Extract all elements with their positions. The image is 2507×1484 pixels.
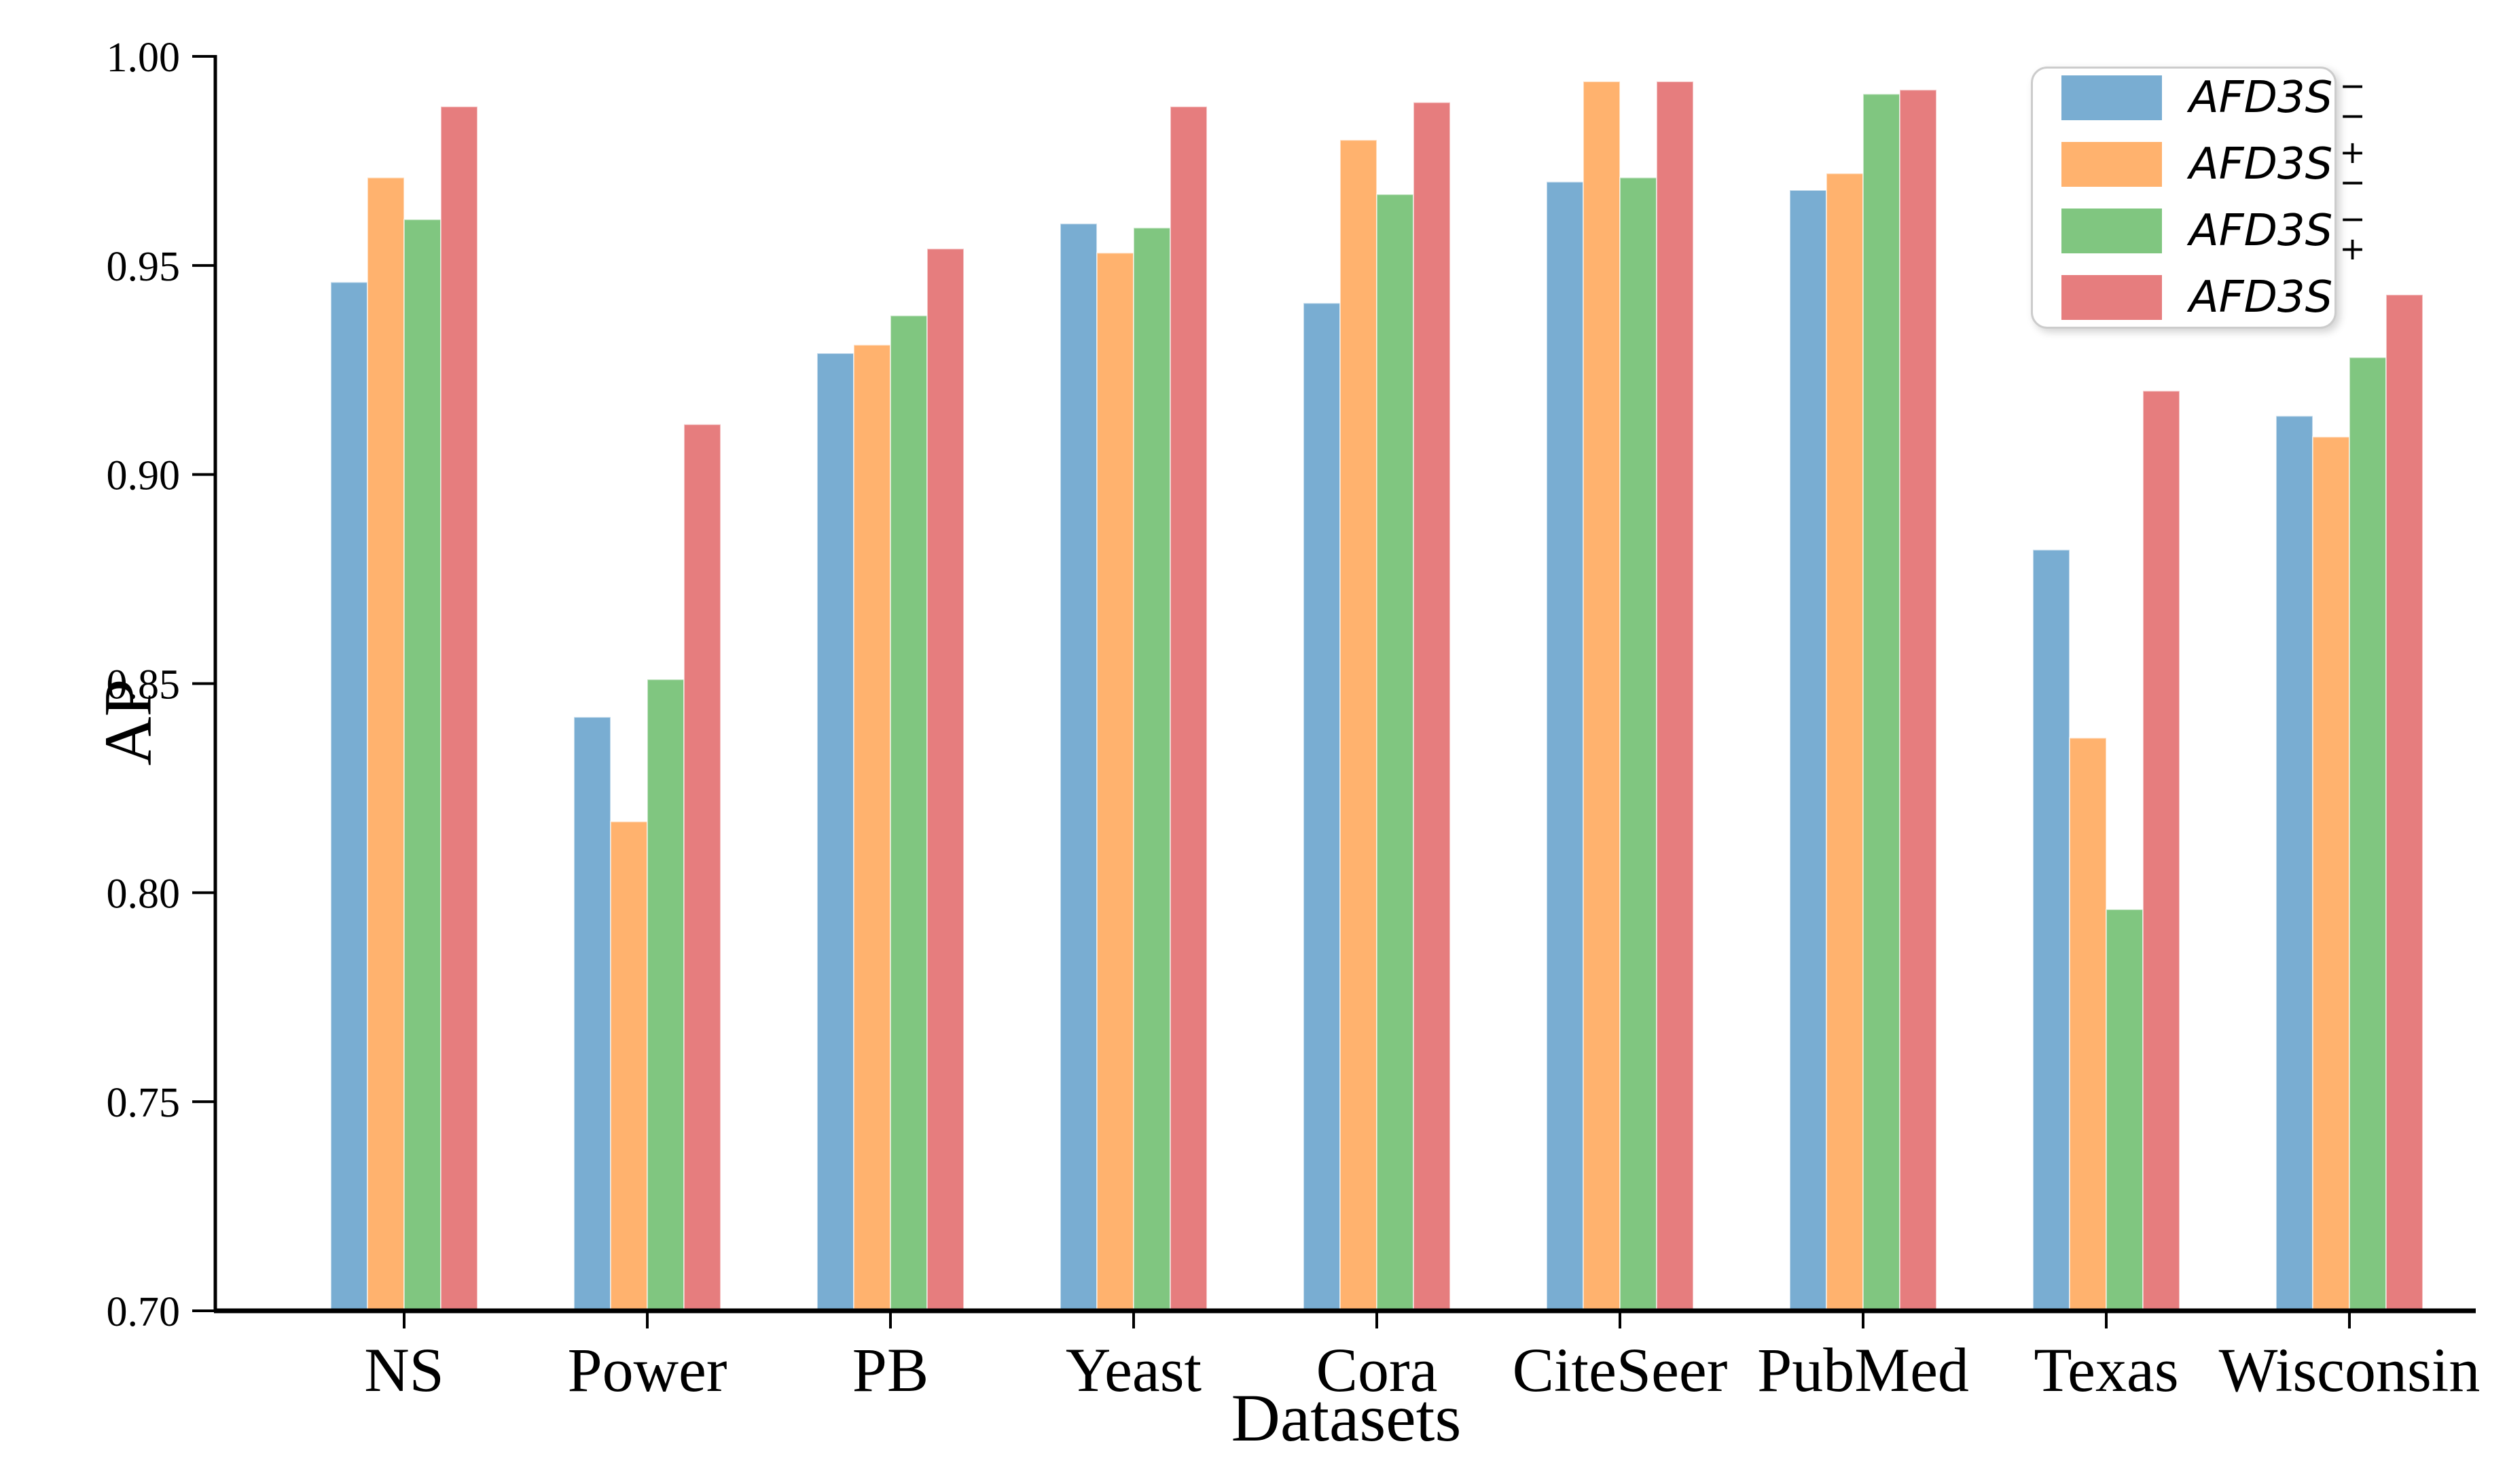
y-tick-label: 0.85	[107, 662, 181, 708]
bar-Yeast-s2	[1133, 227, 1171, 1311]
x-tick-label-Texas: Texas	[2034, 1335, 2178, 1405]
bar-CiteSeer-s3	[1656, 80, 1694, 1312]
legend-row-0: AFD3S − −	[2061, 70, 2366, 131]
bar-CiteSeer-s0	[1546, 181, 1584, 1312]
y-tick-label: 0.75	[107, 1080, 181, 1126]
bar-Texas-s2	[2106, 908, 2144, 1311]
bar-Wisconsin-s1	[2312, 436, 2350, 1311]
bar-PubMed-s2	[1862, 93, 1900, 1311]
bar-Power-s0	[573, 716, 611, 1311]
bar-Texas-s0	[2032, 549, 2070, 1311]
x-tick-label-Yeast: Yeast	[1066, 1335, 1202, 1405]
legend-swatch-icon	[2061, 209, 2162, 253]
bar-Cora-s0	[1303, 302, 1341, 1312]
bar-Power-s2	[647, 678, 685, 1311]
legend-swatch-icon	[2061, 275, 2162, 320]
y-tick-label: 1.00	[107, 35, 181, 81]
legend-row-1: AFD3S + −	[2061, 137, 2366, 198]
bar-Yeast-s0	[1060, 223, 1098, 1311]
legend: AFD3S − − AFD3S + − AFD3S − + AFD3S	[2031, 67, 2366, 329]
bar-Texas-s3	[2142, 390, 2180, 1311]
x-axis-label: Datasets	[1231, 1380, 1462, 1455]
bar-NS-s0	[330, 281, 368, 1312]
legend-row-2: AFD3S − +	[2061, 203, 2366, 264]
legend-label: AFD3S + −	[2189, 134, 2366, 200]
x-tick-label-Cora: Cora	[1316, 1335, 1438, 1405]
x-tick-label-CiteSeer: CiteSeer	[1513, 1335, 1728, 1405]
x-tick-label-PubMed: PubMed	[1757, 1335, 1969, 1405]
bar-Power-s1	[610, 820, 648, 1312]
bar-Power-s3	[683, 423, 721, 1312]
bar-PubMed-s0	[1789, 189, 1827, 1312]
x-tick-label-PB: PB	[852, 1335, 929, 1405]
bar-Wisconsin-s3	[2385, 293, 2423, 1311]
bar-PB-s2	[890, 314, 928, 1311]
y-tick-label: 0.70	[107, 1289, 181, 1335]
bar-CiteSeer-s2	[1619, 177, 1657, 1311]
legend-swatch-icon	[2061, 142, 2162, 187]
bar-Wisconsin-s2	[2349, 357, 2387, 1311]
legend-label-scripts: − +	[2339, 200, 2366, 267]
bar-PB-s0	[816, 352, 854, 1312]
y-axis-label: AP	[90, 678, 166, 766]
legend-label-scripts: + −	[2339, 134, 2366, 200]
y-tick-label: 0.90	[107, 453, 181, 499]
legend-row-3: AFD3S	[2061, 272, 2334, 323]
bar-PB-s3	[926, 248, 964, 1311]
y-tick-label: 0.80	[107, 871, 181, 917]
bar-Yeast-s3	[1170, 105, 1208, 1311]
bar-CiteSeer-s1	[1583, 80, 1621, 1312]
legend-label: AFD3S	[2189, 272, 2333, 323]
bar-Wisconsin-s0	[2275, 415, 2313, 1311]
legend-label-scripts: − −	[2339, 67, 2366, 134]
bar-PubMed-s1	[1826, 173, 1864, 1311]
legend-label: AFD3S − +	[2189, 200, 2366, 267]
bar-NS-s1	[367, 177, 405, 1311]
y-tick-label: 0.95	[107, 244, 181, 290]
bar-NS-s3	[440, 105, 478, 1311]
bar-PubMed-s3	[1899, 89, 1937, 1312]
bar-Cora-s2	[1376, 194, 1414, 1311]
x-tick-label-NS: NS	[364, 1335, 444, 1405]
bar-Texas-s1	[2069, 737, 2107, 1311]
bar-Cora-s1	[1339, 139, 1377, 1312]
x-tick-label-Power: Power	[567, 1335, 727, 1405]
bar-Yeast-s1	[1096, 252, 1134, 1312]
bar-PB-s1	[853, 344, 891, 1311]
x-tick-label-Wisconsin: Wisconsin	[2219, 1335, 2481, 1405]
legend-swatch-icon	[2061, 75, 2162, 120]
legend-label: AFD3S − −	[2189, 67, 2366, 134]
bar-Cora-s3	[1413, 101, 1451, 1311]
bar-NS-s2	[403, 219, 441, 1311]
